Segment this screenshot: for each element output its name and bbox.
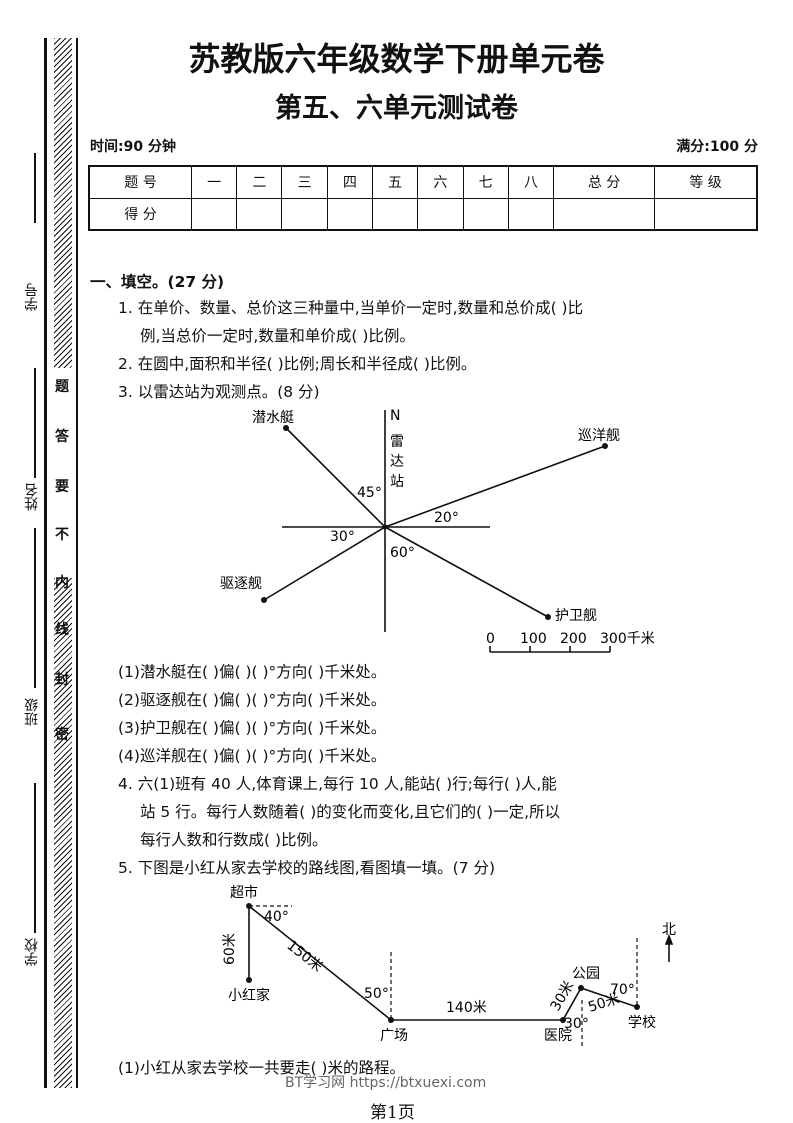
question-4: 4. 六(1)班有 40 人,体育课上,每行 10 人,能站( )行;每行( )… [118,775,557,793]
question-2: 2. 在圆中,面积和半径( )比例;周长和半径成( )比例。 [118,355,477,373]
seal-char: 密 [55,727,69,743]
scale-label: 100 [520,631,547,647]
cruiser-line [384,445,606,528]
seal-char: 答 [55,429,69,445]
seal-char: 题 [55,379,69,395]
place-label: 医院 [544,1028,572,1044]
angle-label: 50° [364,986,389,1002]
page-title: 苏教版六年级数学下册单元卷 [188,40,605,78]
north-label: N [390,408,400,424]
question-3-part: (3)护卫舰在( )偏( )( )°方向( )千米处。 [118,719,387,737]
place-label: 超市 [230,884,258,901]
place-label: 公园 [572,966,600,982]
question-5-part-1: (1)小红从家去学校一共要走( )米的路程。 [118,1059,405,1077]
question-4-cont: 站 5 行。每行人数随着( )的变化而变化,且它们的( )一定,所以 [140,803,561,821]
station-label: 站 [390,474,404,490]
destroyer-label: 驱逐舰 [220,576,262,592]
distance-label: 150米 [284,938,326,976]
scale-label: 300千米 [600,631,655,647]
question-5: 5. 下图是小红从家去学校的路线图,看图填一填。(7 分) [118,859,496,877]
score-row-label: 得 分 [88,197,192,231]
question-3-part: (4)巡洋舰在( )偏( )( )°方向( )千米处。 [118,747,387,765]
seal-char: 封 [55,672,69,688]
seal-char: 不 [55,527,69,543]
seal-char: 线 [55,622,69,638]
watermark: BT学习网 https://btxuexi.com [285,1075,487,1091]
score-cell [281,197,328,231]
score-cell [654,197,758,231]
distance-label: 140米 [446,1000,487,1016]
score-cell [507,197,555,231]
angle-label: 45° [357,485,382,501]
station-label: 雷 [390,434,404,450]
page-subtitle: 第五、六单元测试卷 [275,93,518,124]
route-diagram [248,904,674,1048]
cruiser-label: 巡洋舰 [578,428,620,444]
time-limit: 时间:90 分钟 [90,139,176,155]
binding-margin: 学号 姓名 班级 学校 题 答 要 不 内 线 封 密 [0,38,80,1088]
destroyer-line [263,526,386,601]
score-cell [236,197,283,231]
score-header: 八 [507,165,555,199]
scale-label: 200 [560,631,587,647]
seal-char: 内 [55,575,69,591]
section-heading: 一、填空。(27 分) [90,273,225,291]
question-3-part: (2)驱逐舰在( )偏( )( )°方向( )千米处。 [118,691,387,709]
north-label: 北 [662,922,676,938]
question-1: 1. 在单价、数量、总价这三种量中,当单价一定时,数量和总价成( )比 [118,299,584,317]
angle-label: 70° [610,982,635,998]
angle-label: 30° [330,529,355,545]
question-3-part: (1)潜水艇在( )偏( )( )°方向( )千米处。 [118,663,387,681]
score-header: 四 [326,165,374,199]
score-header: 等 级 [654,165,758,199]
score-cell [553,197,656,231]
place-label: 小红家 [228,987,270,1004]
seal-char: 要 [55,479,69,495]
distance-label: 60米 [222,933,238,965]
distance-label: 30米 [548,978,578,1014]
score-cell [190,197,238,231]
angle-label: 40° [264,909,289,925]
station-label: 达 [390,454,404,470]
score-header: 二 [236,165,283,199]
frigate-line [384,526,549,618]
submarine-line [285,427,386,528]
angle-label: 30° [564,1016,589,1032]
question-3: 3. 以雷达站为观测点。(8 分) [118,383,320,401]
submarine-label: 潜水艇 [252,410,294,426]
score-table: 题 号一二三四五六七八总 分等 级 得 分 [88,165,758,231]
angle-label: 60° [390,545,415,561]
full-score: 满分:100 分 [676,139,758,155]
place-label: 学校 [628,1014,656,1031]
score-cell [326,197,374,231]
frigate-label: 护卫舰 [555,608,597,624]
page-number: 第1页 [370,1103,415,1123]
scale-label: 0 [486,631,495,647]
score-cell [462,197,509,231]
angle-label: 20° [434,510,459,526]
score-header: 一 [190,165,238,199]
question-1-cont: 例,当总价一定时,数量和单价成( )比例。 [140,327,415,345]
score-header: 六 [417,165,464,199]
place-label: 广场 [380,1028,408,1044]
question-4-cont: 每行人数和行数成( )比例。 [140,831,328,849]
